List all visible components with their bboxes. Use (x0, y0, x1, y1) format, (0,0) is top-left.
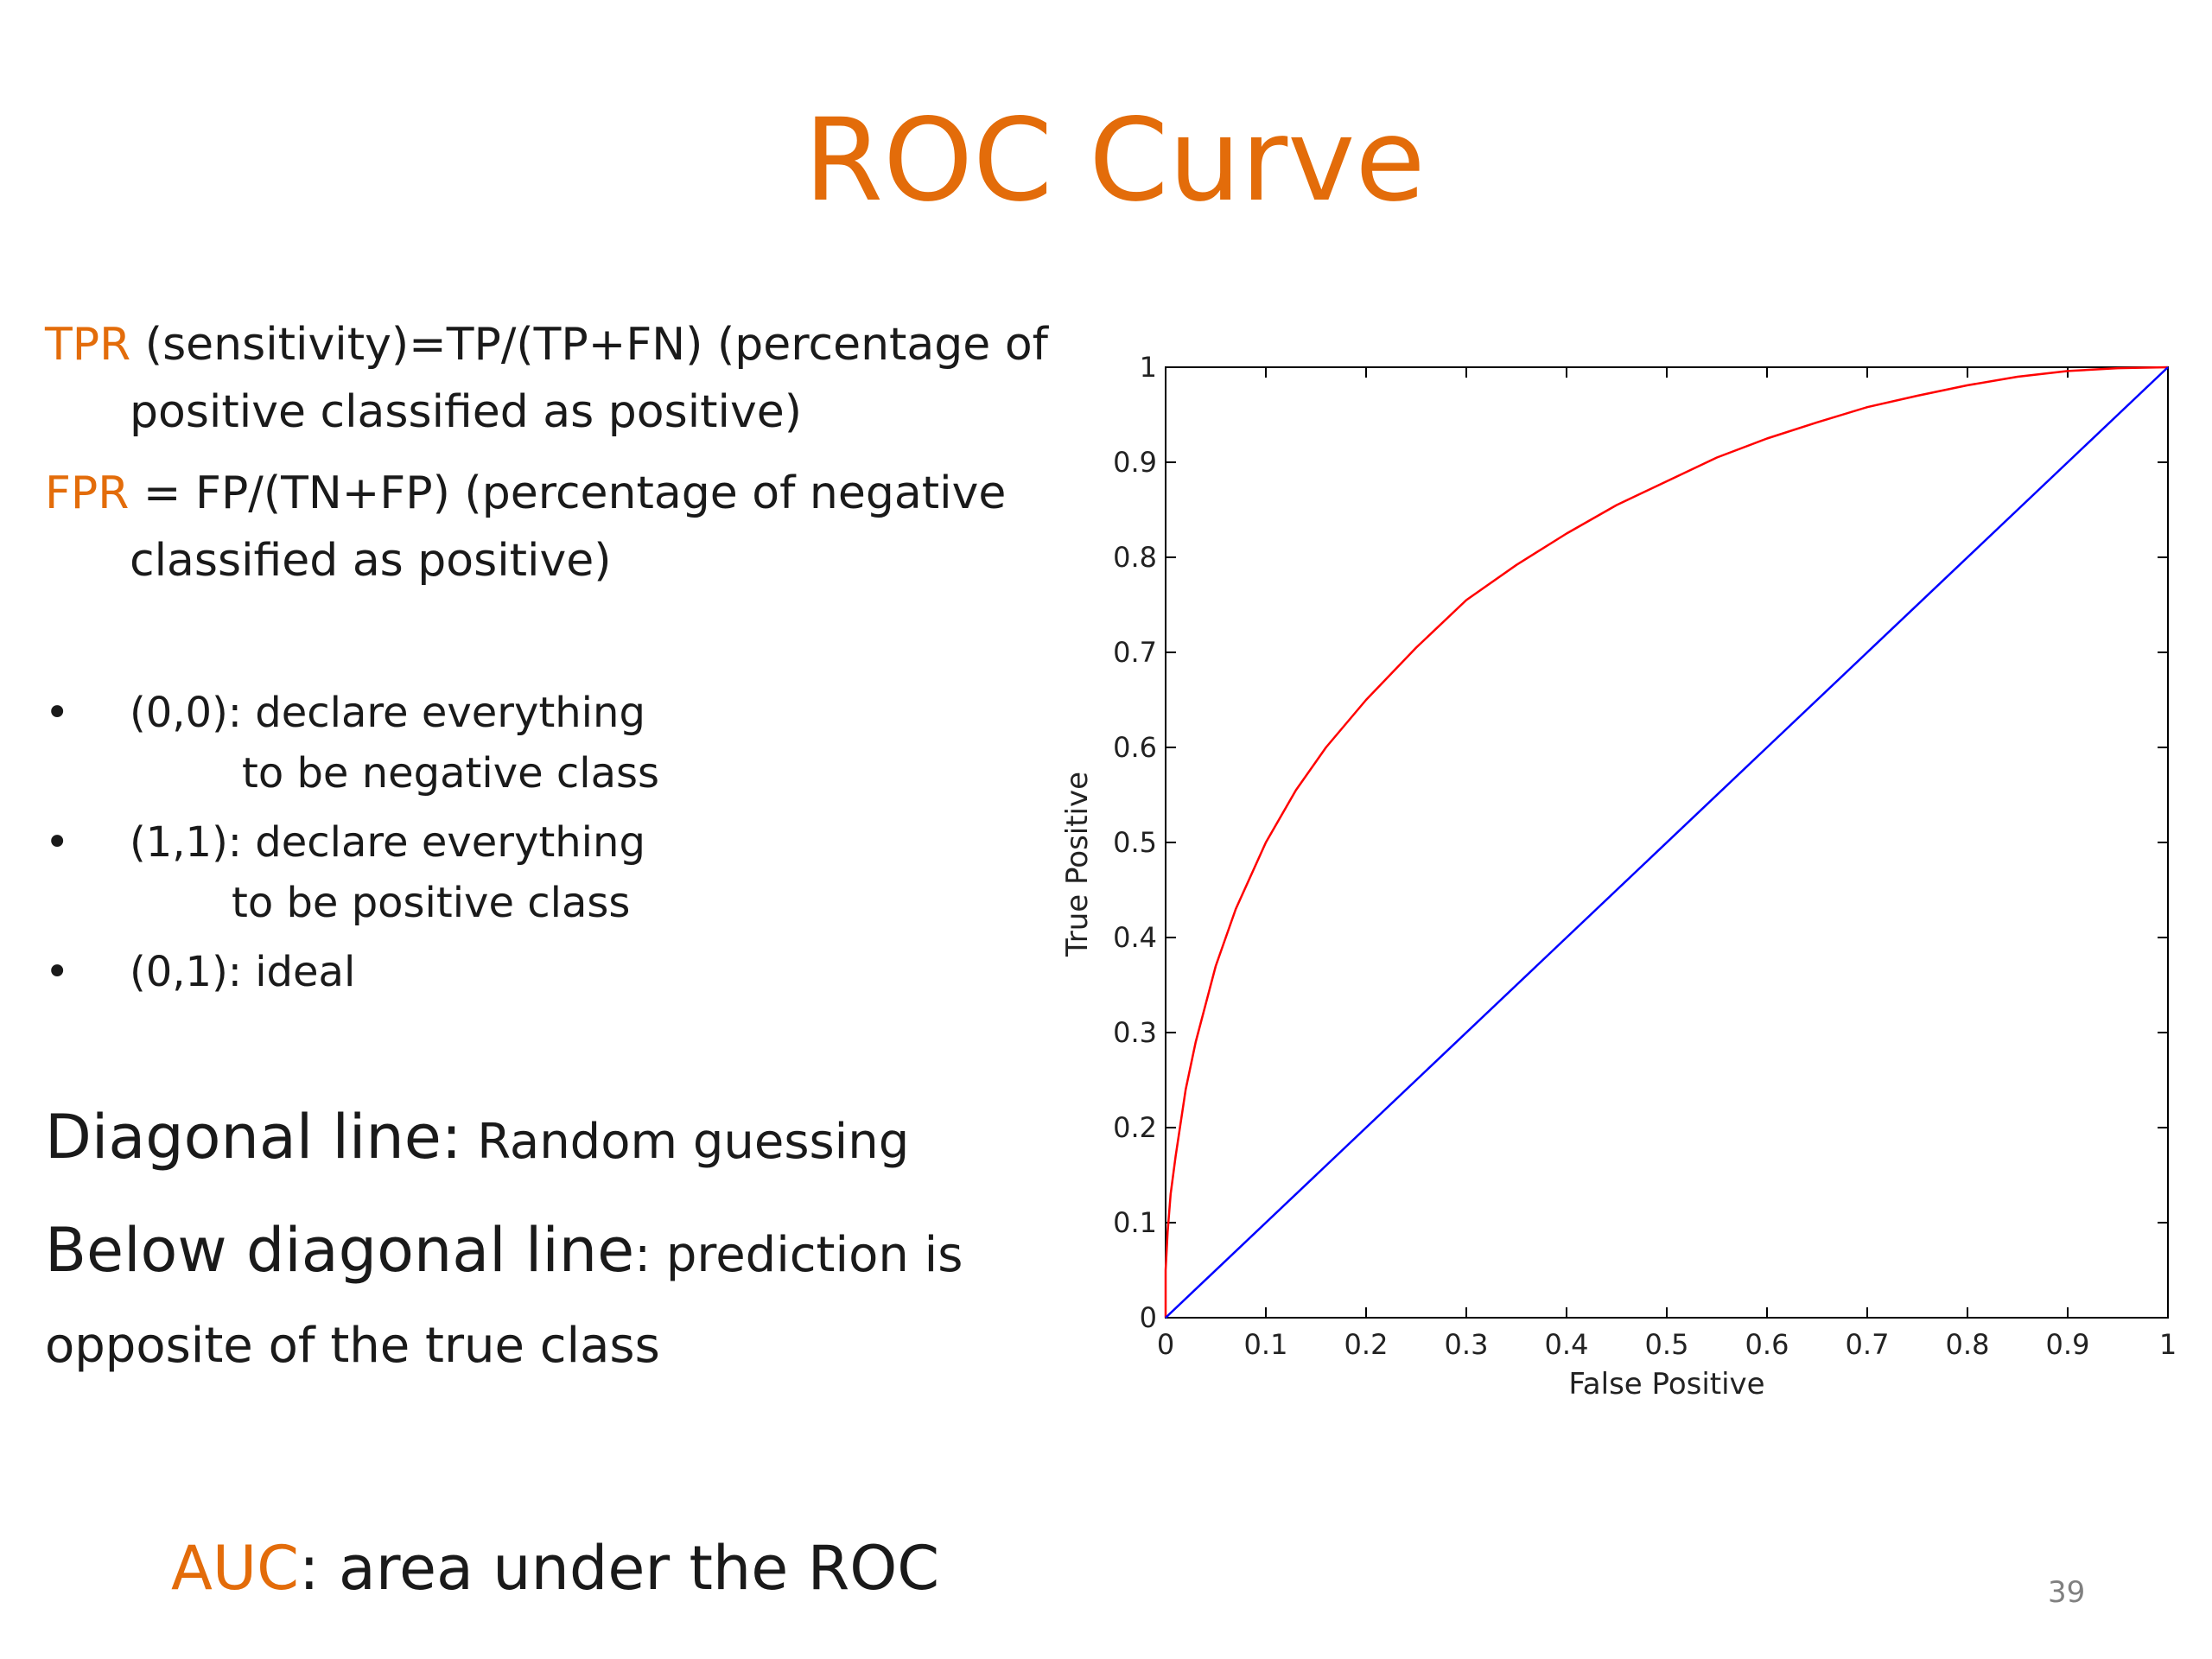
x-tick-label: 0.6 (1745, 1328, 1789, 1361)
diagonal-line-note: Diagonal line: Random guessing (45, 1097, 1082, 1193)
fpr-description: classified as positive) (130, 535, 612, 587)
tpr-formula: (sensitivity)=TP/(TP+FN) (percentage of (130, 319, 1048, 371)
x-tick-label: 0.4 (1545, 1328, 1589, 1361)
slide-title: ROC Curve (804, 94, 1426, 227)
y-tick-label: 0.4 (1113, 921, 1157, 954)
x-axis-label: False Positive (1568, 1367, 1764, 1402)
y-tick-label: 0.8 (1113, 541, 1157, 574)
definitions: TPR (sensitivity)=TP/(TP+FN) (percentage… (45, 311, 1065, 608)
y-tick-label: 0.3 (1113, 1016, 1157, 1049)
bullet-continuation: to be positive class (232, 879, 631, 927)
roc-points-list: (0,0): declare everything to be negative… (45, 683, 1082, 1011)
list-item: (0,0): declare everything to be negative… (45, 683, 1082, 804)
roc-chart: 0 0.1 0.2 0.3 0.4 0.5 0.6 0.7 0.8 0.9 1 0 0.1 0.2 0.3 0… (1060, 351, 2177, 1402)
fpr-definition: FPR = FP/(TN+FP) (percentage of negative… (45, 460, 1065, 594)
x-tick-label: 0.3 (1445, 1328, 1489, 1361)
bullet-continuation: to be negative class (242, 749, 660, 798)
y-tick-label: 0.2 (1113, 1111, 1157, 1144)
y-tick-label: 0.6 (1113, 731, 1157, 764)
y-axis-label: True Positive (1060, 772, 1095, 957)
y-tick-label: 0.7 (1113, 636, 1157, 669)
x-tick-label: 0.5 (1645, 1328, 1689, 1361)
y-tick-label: 0 (1140, 1301, 1157, 1334)
x-tick-label: 0.1 (1244, 1328, 1288, 1361)
diagonal-text: Random guessing (461, 1114, 910, 1170)
x-tick-label: 0.9 (2046, 1328, 2090, 1361)
below-text-line2: opposite of the true class (45, 1318, 660, 1374)
y-tick-label: 1 (1140, 351, 1157, 384)
below-lead: Below diagonal line (45, 1215, 635, 1286)
bullet-text: (0,1): ideal (130, 948, 356, 996)
page-number: 39 (2048, 1575, 2086, 1610)
y-tick-label: 0.1 (1113, 1206, 1157, 1239)
auc-text: : area under the ROC (299, 1533, 940, 1604)
x-tick-label: 0.7 (1846, 1328, 1890, 1361)
fpr-formula: = FP/(TN+FP) (percentage of negative (129, 467, 1007, 519)
below-diagonal-note: Below diagonal line: prediction is oppos… (45, 1211, 1082, 1397)
bullet-text: (0,0): declare everything (130, 689, 645, 737)
tpr-term: TPR (45, 319, 131, 371)
x-tick-label: 1 (2159, 1328, 2177, 1361)
tpr-description: positive classified as positive) (130, 386, 803, 438)
diagonal-explanation: Diagonal line: Random guessing Below dia… (45, 1097, 1082, 1414)
bullet-text: (1,1): declare everything (130, 818, 645, 867)
list-item: (0,1): ideal (45, 942, 1082, 1002)
tpr-definition: TPR (sensitivity)=TP/(TP+FN) (percentage… (45, 311, 1065, 446)
auc-note: AUC: area under the ROC (171, 1538, 939, 1599)
fpr-term: FPR (45, 467, 130, 519)
diagonal-lead: Diagonal line: (45, 1102, 462, 1173)
x-tick-label: 0 (1157, 1328, 1174, 1361)
diagonal-random-line (1165, 366, 2169, 1319)
list-item: (1,1): declare everything to be positive… (45, 812, 1082, 933)
below-text: : prediction is (634, 1227, 963, 1283)
x-tick-label: 0.2 (1344, 1328, 1389, 1361)
y-tick-label: 0.5 (1113, 826, 1157, 859)
auc-term: AUC (171, 1533, 299, 1604)
y-tick-label: 0.9 (1113, 446, 1157, 479)
x-tick-label: 0.8 (1946, 1328, 1990, 1361)
roc-curve-line (1164, 365, 2169, 1318)
